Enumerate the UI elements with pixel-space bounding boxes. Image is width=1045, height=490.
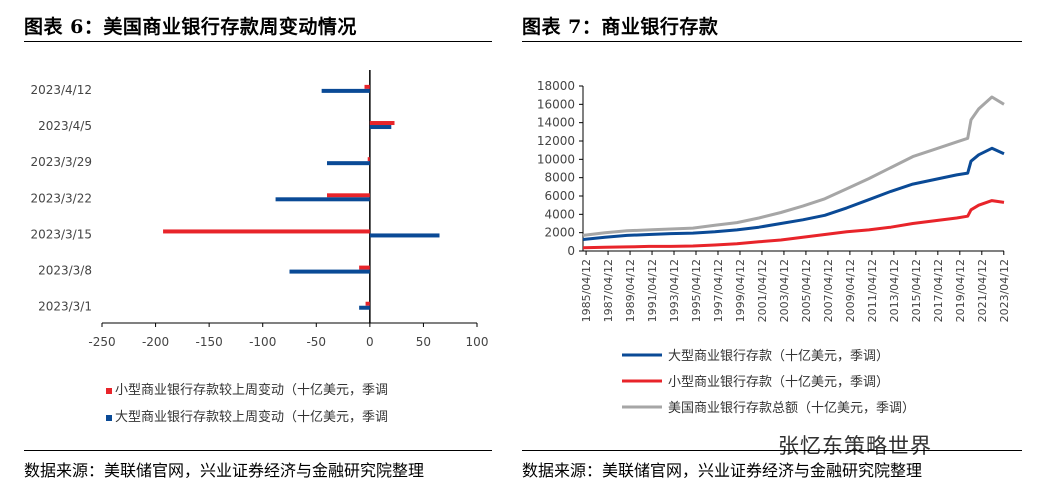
- left-x-tick-label: 100: [466, 335, 489, 349]
- right-x-tick-label: 2001/04/12: [756, 259, 769, 322]
- left-x-tick-label: -250: [88, 335, 115, 349]
- left-category-label: 2023/3/22: [30, 191, 92, 205]
- left-x-tick-label: -100: [249, 335, 276, 349]
- left-x-tick-label: 50: [416, 335, 431, 349]
- right-y-tick-label: 16000: [537, 97, 575, 111]
- right-x-tick-label: 2019/04/12: [954, 259, 967, 322]
- right-y-tick-label: 2000: [544, 226, 575, 240]
- left-category-label: 2023/4/12: [30, 83, 92, 97]
- left-bar-large: [321, 88, 370, 93]
- right-x-tick-label: 2023/04/12: [998, 259, 1011, 322]
- right-y-tick-label: 12000: [537, 134, 575, 148]
- right-y-tick-label: 18000: [537, 79, 575, 93]
- left-x-tick-label: 0: [366, 335, 374, 349]
- left-category-label: 2023/3/29: [30, 155, 92, 169]
- right-series-line-1: [582, 199, 1005, 250]
- right-y-tick-label: 14000: [537, 116, 575, 130]
- left-category-label: 2023/4/5: [38, 119, 92, 133]
- left-bar-small: [327, 193, 370, 198]
- right-x-tick-label: 1989/04/12: [624, 259, 637, 322]
- right-x-tick-label: 1987/04/12: [602, 259, 615, 322]
- left-x-tick-label: -150: [196, 335, 223, 349]
- right-x-tick-label: 2007/04/12: [822, 259, 835, 322]
- left-bar-small: [163, 229, 370, 234]
- right-x-tick-label: 1985/04/12: [580, 259, 593, 322]
- left-category-label: 2023/3/8: [38, 264, 92, 278]
- right-x-tick-label: 1991/04/12: [646, 259, 659, 322]
- left-bar-large: [359, 305, 370, 310]
- right-legend-label: 大型商业银行存款（十亿美元，季调）: [668, 349, 889, 364]
- right-x-tick-label: 2015/04/12: [910, 259, 923, 322]
- right-legend-label: 美国商业银行存款总额（十亿美元，季调）: [668, 401, 915, 416]
- right-x-tick-label: 2017/04/12: [932, 259, 945, 322]
- left-bar-large: [289, 269, 370, 274]
- right-x-tick-label: 2011/04/12: [866, 259, 879, 322]
- right-x-tick-label: 1999/04/12: [734, 259, 747, 322]
- right-x-tick-label: 2005/04/12: [800, 259, 813, 322]
- left-footer-rule: [24, 450, 492, 451]
- right-x-tick-label: 1995/04/12: [690, 259, 703, 322]
- right-x-tick-label: 1993/04/12: [668, 259, 681, 322]
- left-bar-small: [364, 84, 370, 89]
- left-legend-label: 大型商业银行存款较上周变动（十亿美元，季调: [115, 409, 388, 425]
- left-source-note: 数据来源：美联储官网，兴业证券经济与金融研究院整理: [24, 461, 425, 480]
- right-footer-rule: [522, 450, 1022, 451]
- left-x-tick-label: -50: [306, 335, 326, 349]
- left-bar-small: [365, 301, 370, 306]
- right-x-tick-label: 2013/04/12: [888, 259, 901, 322]
- left-bar-small: [369, 121, 395, 126]
- right-source-note: 数据来源：美联储官网，兴业证券经济与金融研究院整理: [522, 461, 923, 480]
- left-bar-small: [359, 265, 370, 270]
- left-bar-large: [275, 197, 370, 202]
- right-series-line-0: [582, 146, 1005, 241]
- left-bar-large: [327, 161, 370, 166]
- right-x-tick-label: 2003/04/12: [778, 259, 791, 322]
- left-legend-label: 小型商业银行存款较上周变动（十亿美元，季调: [115, 382, 388, 398]
- right-y-tick-label: 0: [567, 244, 575, 258]
- left-x-tick-label: -200: [142, 335, 169, 349]
- right-y-tick-label: 6000: [544, 189, 575, 203]
- left-title-rule: [24, 41, 492, 42]
- left-legend-swatch: [106, 388, 112, 394]
- right-legend-label: 小型商业银行存款（十亿美元，季调）: [668, 375, 889, 390]
- right-line-chart: 0 2000 4000 6000 8000 10000 12000 14000 16000 180…: [537, 79, 1011, 416]
- right-x-tick-label: 1997/04/12: [712, 259, 725, 322]
- left-bar-large: [369, 125, 392, 130]
- right-y-tick-label: 4000: [544, 207, 575, 221]
- right-y-tick-label: 8000: [544, 171, 575, 185]
- left-category-label: 2023/3/15: [30, 227, 92, 241]
- left-bar-small: [367, 157, 370, 162]
- right-x-tick-label: 2009/04/12: [844, 259, 857, 322]
- right-chart-title: 图表 7：商业银行存款: [522, 16, 719, 38]
- right-y-tick-label: 10000: [537, 152, 575, 166]
- left-bar-chart: -250 -200 -150 -100 -50 0 50 100 2023/4/12 2023/4…: [30, 70, 488, 425]
- right-series-line-2: [582, 95, 1005, 237]
- left-bar-large: [369, 233, 440, 238]
- watermark-text: 张忆东策略世界: [778, 434, 932, 458]
- left-category-label: 2023/3/1: [38, 300, 92, 314]
- right-x-tick-label: 2021/04/12: [976, 259, 989, 322]
- left-chart-title: 图表 6：美国商业银行存款周变动情况: [24, 16, 357, 38]
- right-title-rule: [522, 41, 1022, 42]
- left-legend-swatch: [106, 415, 112, 421]
